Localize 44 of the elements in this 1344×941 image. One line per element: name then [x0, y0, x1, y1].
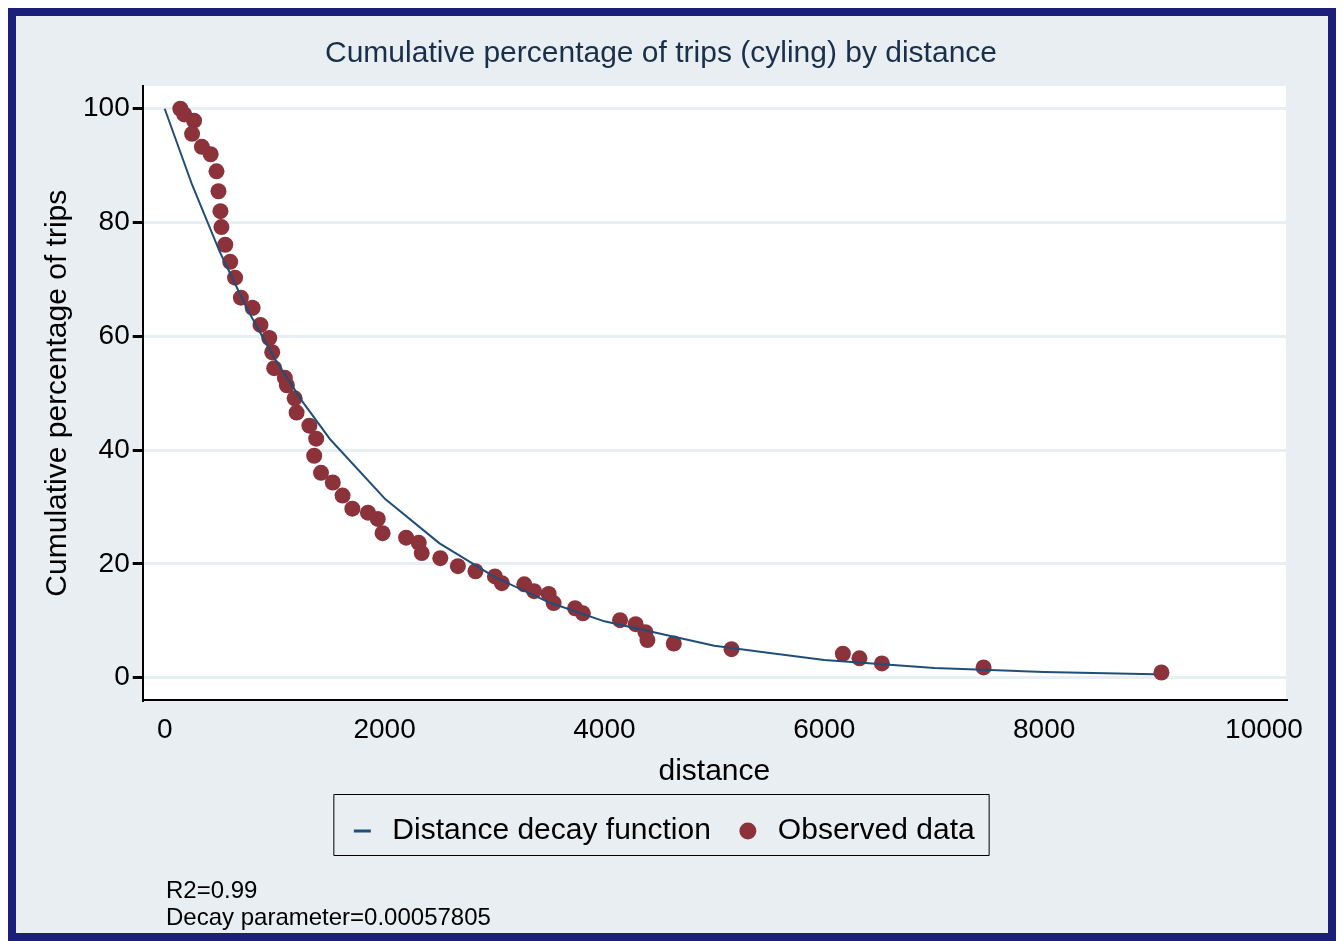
point	[212, 203, 229, 220]
point	[398, 529, 415, 546]
point	[834, 645, 851, 662]
text: R2=0.99	[166, 876, 259, 903]
point	[324, 474, 341, 491]
point	[369, 510, 386, 527]
x-tick-label: 8000	[1013, 712, 1076, 744]
x-tick-label: 2000	[353, 712, 416, 744]
point	[374, 525, 391, 542]
point	[210, 183, 227, 200]
x-tick-label: 6000	[793, 712, 856, 744]
point	[217, 236, 234, 253]
point	[1153, 664, 1170, 681]
point	[639, 632, 656, 649]
text: Decay parameter=0.00057805	[166, 903, 491, 930]
y-tick-label: 100	[83, 91, 130, 123]
point	[449, 558, 466, 575]
point	[308, 430, 325, 447]
point	[186, 112, 203, 129]
y-tick-label: 40	[98, 432, 130, 464]
point	[413, 545, 430, 562]
legend-label: Observed data	[777, 812, 975, 846]
point	[202, 146, 219, 163]
point	[344, 500, 361, 517]
chart-title: Cumulative percentage of trips (cyling) by distance	[325, 35, 997, 69]
point	[432, 550, 449, 567]
point	[208, 163, 225, 180]
point	[184, 125, 201, 142]
y-tick-label: 20	[98, 546, 130, 578]
point	[213, 219, 230, 236]
legend-label: Distance decay function	[392, 812, 711, 846]
x-tick-label: 0	[156, 712, 173, 744]
point	[288, 404, 305, 421]
point	[301, 417, 318, 434]
point	[334, 487, 351, 504]
y-tick-label: 0	[114, 660, 130, 692]
point	[306, 447, 323, 464]
x-axis-title: distance	[658, 753, 771, 787]
x-tick-label: 4000	[573, 712, 636, 744]
y-axis-title: Cumulative percentage of trips	[39, 189, 73, 597]
y-tick-label: 80	[98, 205, 130, 237]
y-tick-label: 60	[98, 319, 130, 351]
x-tick-label: 10000	[1225, 712, 1303, 744]
point	[313, 464, 330, 481]
